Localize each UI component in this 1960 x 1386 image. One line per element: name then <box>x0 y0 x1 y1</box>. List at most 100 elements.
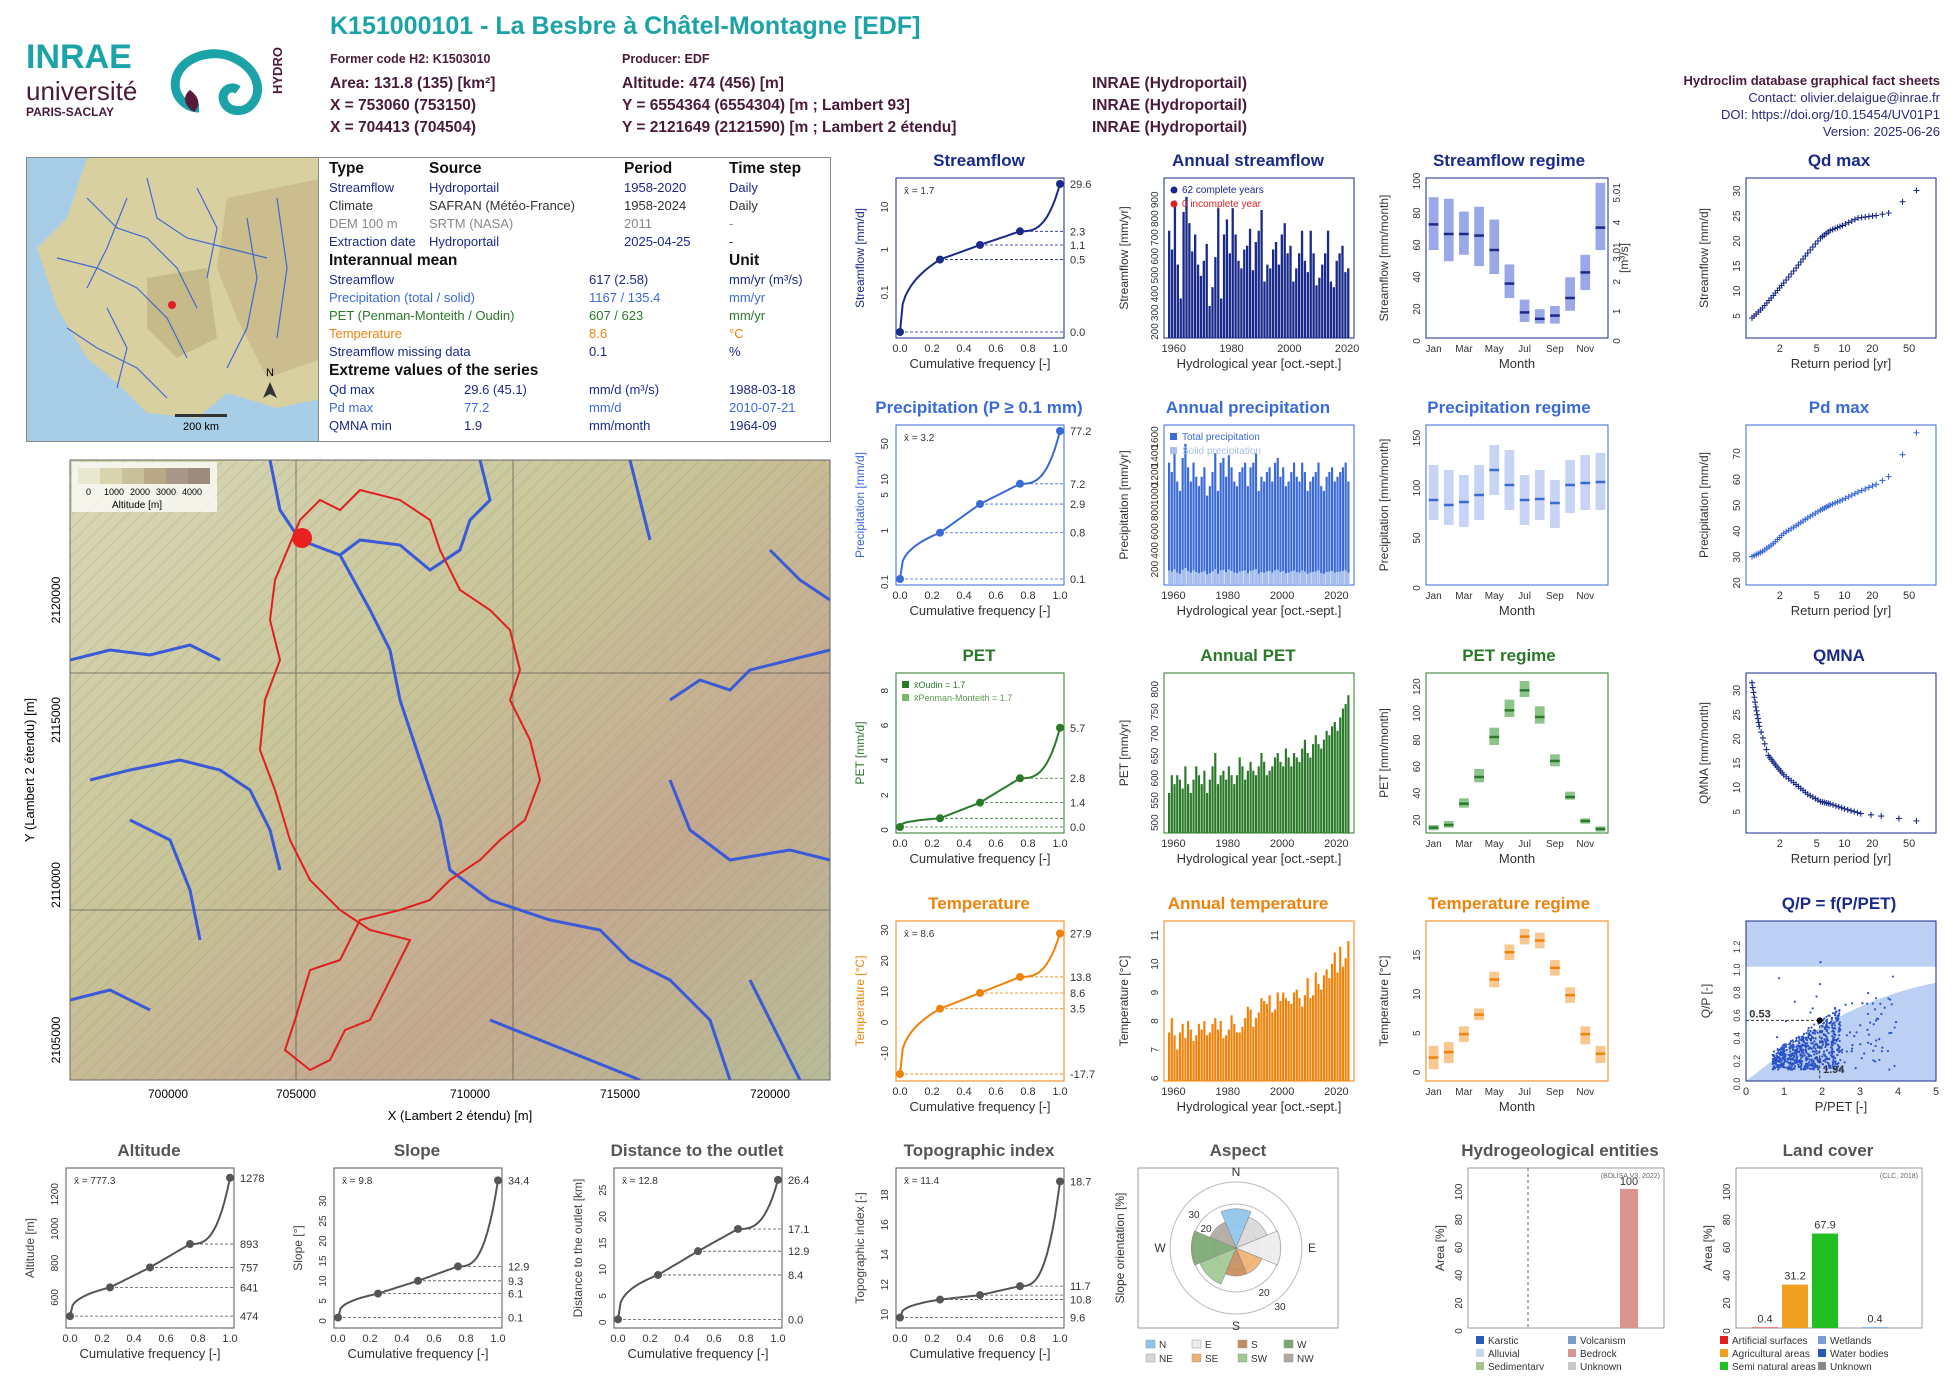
annual_pet-bar <box>1170 775 1173 833</box>
legend-label: S <box>1251 1340 1258 1351</box>
qmna-point <box>1763 746 1770 753</box>
x-tick: 1.0 <box>222 1333 237 1345</box>
qmna-point <box>1838 804 1845 811</box>
annual_precipitation-bar <box>1311 476 1315 585</box>
pd_max-point <box>1865 484 1872 491</box>
pet_regime-box <box>1519 681 1530 697</box>
chart-title: Precipitation regime <box>1427 398 1590 417</box>
annual_precipitation-bar <box>1344 462 1347 585</box>
ppet-value-label: 1.94 <box>1823 1064 1845 1076</box>
legend-label: Alluvial <box>1488 1349 1520 1360</box>
annual_streamflow-bar <box>1228 253 1231 338</box>
aspect-sector <box>1190 1230 1237 1266</box>
plot-frame <box>65 1167 235 1329</box>
y-tick: 0 <box>880 1019 891 1025</box>
chart-title: Hydrogeological entities <box>1461 1141 1658 1160</box>
qp-point <box>1777 1059 1780 1063</box>
annual_pet-bar <box>1330 726 1334 833</box>
x-l93: X = 753060 (753150) <box>330 97 477 114</box>
chart-title: Annual streamflow <box>1172 151 1325 170</box>
precipitation-quantile-point <box>1056 427 1064 435</box>
precipitation_regime-box <box>1474 465 1484 520</box>
aspect-sector <box>1209 1221 1237 1249</box>
qp-point <box>1822 1059 1825 1062</box>
qd_max-point <box>1851 216 1858 223</box>
chart-title: Pd max <box>1809 398 1870 417</box>
qd_max-point <box>1809 244 1816 250</box>
annual_precipitation-solid-bar <box>1208 573 1211 585</box>
annual_streamflow-bar <box>1194 234 1197 338</box>
annual_precipitation-solid-bar <box>1298 572 1301 585</box>
annual_streamflow-bar <box>1274 242 1278 338</box>
qp-point <box>1797 1036 1800 1039</box>
qp-point <box>1775 1052 1778 1055</box>
annual_precipitation-bar <box>1306 490 1309 585</box>
table-cell: Hydroportail <box>429 234 500 249</box>
y-label: Streamflow [mm/yr] <box>1117 206 1131 309</box>
qmna-point <box>1754 715 1761 722</box>
x-label: Cumulative frequency [-] <box>910 603 1051 618</box>
x-tick: May <box>1485 591 1504 602</box>
qmna-point <box>1759 734 1766 741</box>
annual_pet-bar <box>1238 757 1241 833</box>
qp-point <box>1792 1067 1795 1070</box>
streamflow_regime-box <box>1565 277 1575 311</box>
qp-point <box>1806 1044 1809 1047</box>
qp-point <box>1813 1053 1816 1056</box>
streamflow-quantile-point <box>896 328 904 336</box>
qp-point <box>1889 998 1892 1001</box>
annual_pet-bar <box>1339 717 1342 833</box>
annual_precipitation-bar <box>1206 495 1209 585</box>
x-tick: 1980 <box>1219 343 1243 355</box>
qp-point <box>1821 1029 1824 1033</box>
annual_precipitation-solid-bar <box>1241 570 1244 585</box>
qmna-point <box>1752 699 1759 706</box>
y-tick: 800 <box>1150 504 1161 521</box>
annual_precipitation-bar <box>1208 486 1211 585</box>
qd_max-point <box>1812 241 1819 247</box>
quantile-label: 757 <box>240 1262 258 1274</box>
qp-point <box>1783 1066 1787 1069</box>
qp-point <box>1839 1058 1842 1062</box>
qp-point <box>1796 1055 1799 1058</box>
y-tick: 600 <box>50 1289 61 1306</box>
y-tick: 10 <box>1732 782 1743 794</box>
x-label: Month <box>1499 356 1535 371</box>
annual_temperature-bar <box>1187 1021 1190 1081</box>
rose-direction: S <box>1232 1319 1240 1333</box>
x-tick: 0.8 <box>1020 590 1035 602</box>
annual_temperature-bar <box>1295 989 1298 1081</box>
extreme-cell: Pd max <box>329 400 374 415</box>
annual_streamflow-bar <box>1266 264 1269 338</box>
annual_precipitation-bar <box>1298 481 1301 585</box>
qp-point <box>1825 1015 1828 1018</box>
annual_precipitation-bar <box>1200 476 1203 585</box>
temperature_regime-chart: Temperature regime Jan Mar May Jul Sep Nov 0 5 10… <box>1377 894 1609 1114</box>
aspect-sector <box>1220 1208 1252 1249</box>
plot-frame <box>1137 1167 1339 1329</box>
annual_precipitation-solid-bar <box>1173 569 1176 585</box>
qp-point <box>1806 1062 1809 1065</box>
quantile-label: 1.4 <box>1070 798 1085 810</box>
x-tick: 0.4 <box>394 1333 409 1345</box>
logo-hydro-text: HYDRO <box>270 47 285 94</box>
qp-point <box>1832 1058 1835 1061</box>
y-tick: 8 <box>1150 1018 1161 1024</box>
qmna-point <box>1756 723 1763 730</box>
qp-point <box>1772 1054 1775 1057</box>
annual_pet-bar <box>1314 735 1317 833</box>
qp-point <box>1883 1006 1886 1009</box>
logo-inrae-text: INRAE <box>26 38 132 76</box>
chart-title: Annual temperature <box>1168 894 1329 913</box>
annual_streamflow-bar <box>1191 251 1194 338</box>
qp-point <box>1832 1050 1835 1053</box>
annual_streamflow-bar <box>1295 268 1298 338</box>
annual_precipitation-bar <box>1317 462 1320 585</box>
legend-label: Bedrock <box>1580 1349 1618 1360</box>
qp-point <box>1808 1053 1811 1056</box>
plot-frame <box>1745 920 1937 1082</box>
qp-point <box>1792 1046 1795 1049</box>
ring-label: 20 <box>1258 1288 1270 1299</box>
x-tick: Jul <box>1518 591 1531 602</box>
plot-frame <box>1745 424 1937 586</box>
